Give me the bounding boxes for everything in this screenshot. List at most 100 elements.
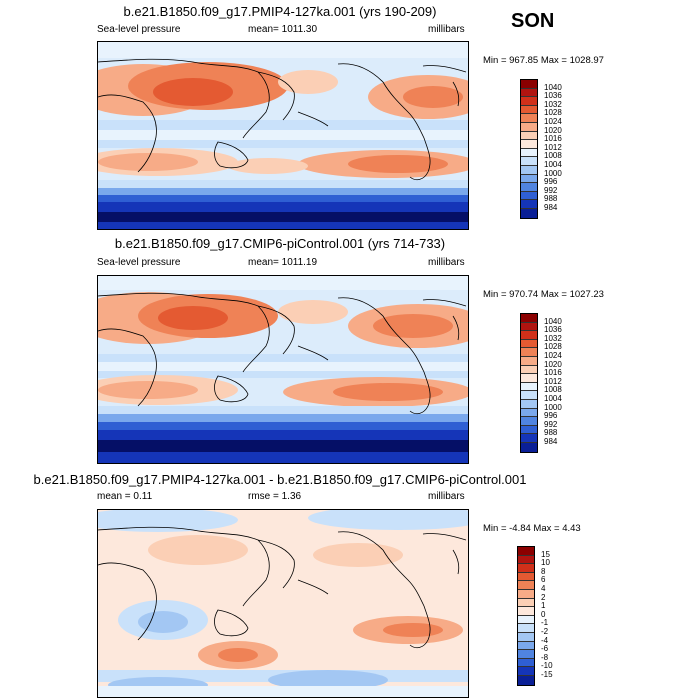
colorbar-level-label: 2 — [541, 592, 546, 602]
colorbar-level-label: 996 — [544, 177, 558, 187]
colorbar-swatch — [518, 624, 534, 633]
colorbar-level-label: 1016 — [544, 134, 562, 144]
colorbar-swatch — [521, 140, 537, 149]
panel2-mean-label: mean= 1011.19 — [248, 257, 318, 268]
colorbar-swatch — [521, 122, 537, 132]
colorbar-level-label: 1008 — [544, 385, 562, 395]
colorbar-swatch — [521, 97, 537, 106]
colorbar-swatch — [521, 80, 537, 89]
colorbar-swatch — [521, 408, 537, 418]
colorbar-level-label: 992 — [544, 185, 558, 195]
colorbar-swatch — [518, 555, 534, 565]
colorbar-swatch — [521, 417, 537, 426]
colorbar-level-label: 1028 — [544, 342, 562, 352]
colorbar-swatch — [521, 148, 537, 158]
colorbar-swatch — [521, 314, 537, 323]
colorbar-level-label: -4 — [541, 635, 549, 645]
colorbar-level-label: 1020 — [544, 359, 562, 369]
colorbar-level-label: 988 — [544, 428, 558, 438]
colorbar-level-label: -15 — [541, 670, 553, 679]
colorbar-swatch — [518, 564, 534, 573]
panel1-colorbar — [520, 79, 538, 219]
colorbar-level-label: 1024 — [544, 117, 562, 126]
colorbar-swatch — [521, 183, 537, 192]
colorbar-swatch — [518, 581, 534, 590]
colorbar-level-label: 1040 — [544, 82, 562, 92]
colorbar-level-label: 1004 — [544, 394, 562, 403]
panel2-variable-label: Sea-level pressure — [97, 257, 181, 268]
colorbar-swatch — [521, 391, 537, 400]
colorbar-level-label: -2 — [541, 627, 549, 636]
colorbar-level-label: 1028 — [544, 108, 562, 118]
colorbar-swatch — [518, 598, 534, 608]
colorbar-swatch — [521, 157, 537, 166]
colorbar-level-label: 1040 — [544, 316, 562, 326]
colorbar-swatch — [521, 434, 537, 443]
colorbar-level-label: 992 — [544, 419, 558, 429]
colorbar-level-label: -10 — [541, 661, 553, 671]
colorbar-level-label: -8 — [541, 652, 549, 662]
colorbar-level-label: -1 — [541, 618, 549, 628]
colorbar-swatch — [521, 374, 537, 383]
colorbar-level-label: 1012 — [544, 376, 562, 386]
colorbar-swatch — [521, 174, 537, 184]
colorbar-swatch — [521, 322, 537, 332]
colorbar-level-label: -6 — [541, 644, 549, 654]
panel2-minmax: Min = 970.74 Max = 1027.23 — [483, 289, 604, 300]
colorbar-swatch — [521, 442, 537, 452]
panel2-colorbar — [520, 313, 538, 453]
colorbar-level-label: 988 — [544, 194, 558, 204]
colorbar-swatch — [521, 200, 537, 209]
colorbar-swatch — [521, 191, 537, 201]
colorbar-level-label: 0 — [541, 609, 546, 619]
panel3-units-label: millibars — [428, 491, 465, 502]
panel2-map — [97, 275, 469, 464]
colorbar-swatch — [521, 425, 537, 435]
colorbar-level-label: 1032 — [544, 333, 562, 343]
colorbar-swatch — [521, 365, 537, 375]
colorbar-level-label: 1036 — [544, 91, 562, 101]
panel1-title: b.e21.B1850.f09_g17.PMIP4-127ka.001 (yrs… — [123, 4, 437, 19]
colorbar-swatch — [518, 658, 534, 668]
panel1-mean-label: mean= 1011.30 — [248, 24, 318, 35]
panel2-units-label: millibars — [428, 257, 465, 268]
colorbar-level-label: 1012 — [544, 142, 562, 152]
colorbar-swatch — [521, 105, 537, 115]
colorbar-swatch — [521, 382, 537, 392]
colorbar-level-label: 1032 — [544, 99, 562, 109]
colorbar-level-label: 8 — [541, 566, 546, 576]
colorbar-swatch — [521, 88, 537, 98]
colorbar-swatch — [521, 114, 537, 123]
colorbar-swatch — [521, 208, 537, 218]
colorbar-level-label: 1036 — [544, 325, 562, 335]
colorbar-swatch — [518, 547, 534, 556]
colorbar-swatch — [518, 589, 534, 599]
colorbar-swatch — [521, 348, 537, 357]
panel1-map — [97, 41, 469, 230]
colorbar-swatch — [521, 356, 537, 366]
colorbar-swatch — [518, 667, 534, 676]
panel1-minmax: Min = 967.85 Max = 1028.97 — [483, 55, 604, 66]
colorbar-swatch — [521, 165, 537, 175]
panel3-colorbar — [517, 546, 535, 686]
colorbar-level-label: 984 — [544, 203, 558, 212]
colorbar-swatch — [521, 399, 537, 409]
colorbar-level-label: 1008 — [544, 151, 562, 161]
colorbar-level-label: 6 — [541, 575, 546, 585]
panel2-title: b.e21.B1850.f09_g17.CMIP6-piControl.001 … — [114, 236, 446, 251]
colorbar-swatch — [518, 572, 534, 582]
colorbar-level-label: 1004 — [544, 160, 562, 169]
panel3-mean-label: mean = 0.11 — [97, 491, 153, 502]
colorbar-swatch — [521, 339, 537, 349]
colorbar-level-label: 1 — [541, 601, 546, 611]
colorbar-level-label: 996 — [544, 411, 558, 421]
colorbar-level-label: 1020 — [544, 125, 562, 135]
colorbar-swatch — [518, 615, 534, 625]
colorbar-level-label: 15 — [541, 549, 550, 559]
colorbar-level-label: 10 — [541, 558, 550, 568]
panel3-map — [97, 509, 469, 698]
panel1-units-label: millibars — [428, 24, 465, 35]
panel3-minmax: Min = -4.84 Max = 4.43 — [483, 523, 581, 534]
colorbar-level-label: 4 — [541, 584, 546, 593]
colorbar-swatch — [518, 675, 534, 685]
